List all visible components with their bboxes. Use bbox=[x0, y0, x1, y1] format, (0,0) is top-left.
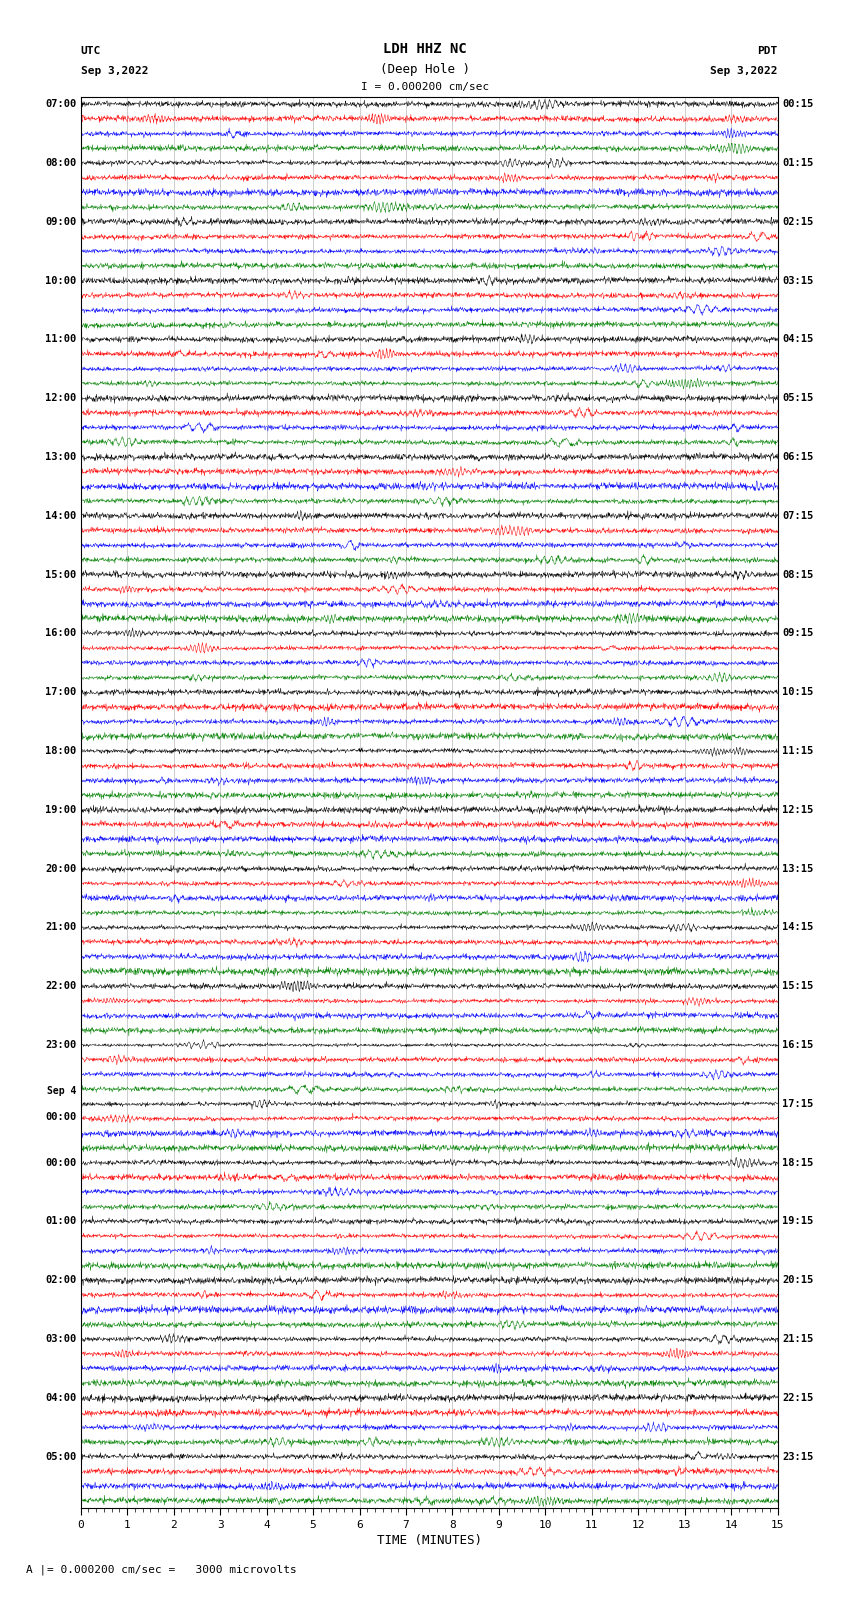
Text: 04:15: 04:15 bbox=[782, 334, 813, 344]
Text: 16:15: 16:15 bbox=[782, 1040, 813, 1050]
Text: 21:00: 21:00 bbox=[45, 923, 76, 932]
Text: 09:00: 09:00 bbox=[45, 216, 76, 227]
Text: 19:00: 19:00 bbox=[45, 805, 76, 815]
Text: 03:15: 03:15 bbox=[782, 276, 813, 286]
Text: 04:00: 04:00 bbox=[45, 1394, 76, 1403]
Text: 23:00: 23:00 bbox=[45, 1040, 76, 1050]
Text: 01:00: 01:00 bbox=[45, 1216, 76, 1226]
Text: 02:00: 02:00 bbox=[45, 1276, 76, 1286]
Text: 11:15: 11:15 bbox=[782, 745, 813, 756]
Text: 20:00: 20:00 bbox=[45, 863, 76, 874]
Text: 13:00: 13:00 bbox=[45, 452, 76, 461]
Text: 22:15: 22:15 bbox=[782, 1394, 813, 1403]
Text: Sep 3,2022: Sep 3,2022 bbox=[711, 66, 778, 76]
Text: 03:00: 03:00 bbox=[45, 1334, 76, 1344]
Text: 19:15: 19:15 bbox=[782, 1216, 813, 1226]
Text: 22:00: 22:00 bbox=[45, 981, 76, 992]
Text: 14:15: 14:15 bbox=[782, 923, 813, 932]
Text: = 0.000200 cm/sec =   3000 microvolts: = 0.000200 cm/sec = 3000 microvolts bbox=[47, 1565, 297, 1574]
Text: 12:15: 12:15 bbox=[782, 805, 813, 815]
Text: 09:15: 09:15 bbox=[782, 629, 813, 639]
Text: 08:15: 08:15 bbox=[782, 569, 813, 579]
Text: (Deep Hole ): (Deep Hole ) bbox=[380, 63, 470, 76]
Text: 23:15: 23:15 bbox=[782, 1452, 813, 1461]
Text: 14:00: 14:00 bbox=[45, 511, 76, 521]
Text: 05:15: 05:15 bbox=[782, 394, 813, 403]
Text: 00:00: 00:00 bbox=[45, 1158, 76, 1168]
Text: 18:00: 18:00 bbox=[45, 745, 76, 756]
Text: 17:00: 17:00 bbox=[45, 687, 76, 697]
Text: 07:15: 07:15 bbox=[782, 511, 813, 521]
Text: UTC: UTC bbox=[81, 47, 101, 56]
Text: 11:00: 11:00 bbox=[45, 334, 76, 344]
Text: 12:00: 12:00 bbox=[45, 394, 76, 403]
Text: 18:15: 18:15 bbox=[782, 1158, 813, 1168]
Text: 00:15: 00:15 bbox=[782, 98, 813, 110]
Text: 17:15: 17:15 bbox=[782, 1098, 813, 1108]
Text: 16:00: 16:00 bbox=[45, 629, 76, 639]
Text: 08:00: 08:00 bbox=[45, 158, 76, 168]
Text: 00:00: 00:00 bbox=[45, 1111, 76, 1121]
Text: I = 0.000200 cm/sec: I = 0.000200 cm/sec bbox=[361, 82, 489, 92]
Text: 07:00: 07:00 bbox=[45, 98, 76, 110]
Text: A |: A | bbox=[26, 1565, 46, 1576]
Text: 10:15: 10:15 bbox=[782, 687, 813, 697]
Text: Sep 4: Sep 4 bbox=[47, 1086, 76, 1095]
Text: 13:15: 13:15 bbox=[782, 863, 813, 874]
Text: 20:15: 20:15 bbox=[782, 1276, 813, 1286]
Text: 15:00: 15:00 bbox=[45, 569, 76, 579]
Text: PDT: PDT bbox=[757, 47, 778, 56]
Text: 06:15: 06:15 bbox=[782, 452, 813, 461]
Text: 05:00: 05:00 bbox=[45, 1452, 76, 1461]
Text: 21:15: 21:15 bbox=[782, 1334, 813, 1344]
Text: Sep 3,2022: Sep 3,2022 bbox=[81, 66, 148, 76]
Text: 15:15: 15:15 bbox=[782, 981, 813, 992]
X-axis label: TIME (MINUTES): TIME (MINUTES) bbox=[377, 1534, 482, 1547]
Text: 01:15: 01:15 bbox=[782, 158, 813, 168]
Text: 10:00: 10:00 bbox=[45, 276, 76, 286]
Text: LDH HHZ NC: LDH HHZ NC bbox=[383, 42, 467, 56]
Text: 02:15: 02:15 bbox=[782, 216, 813, 227]
